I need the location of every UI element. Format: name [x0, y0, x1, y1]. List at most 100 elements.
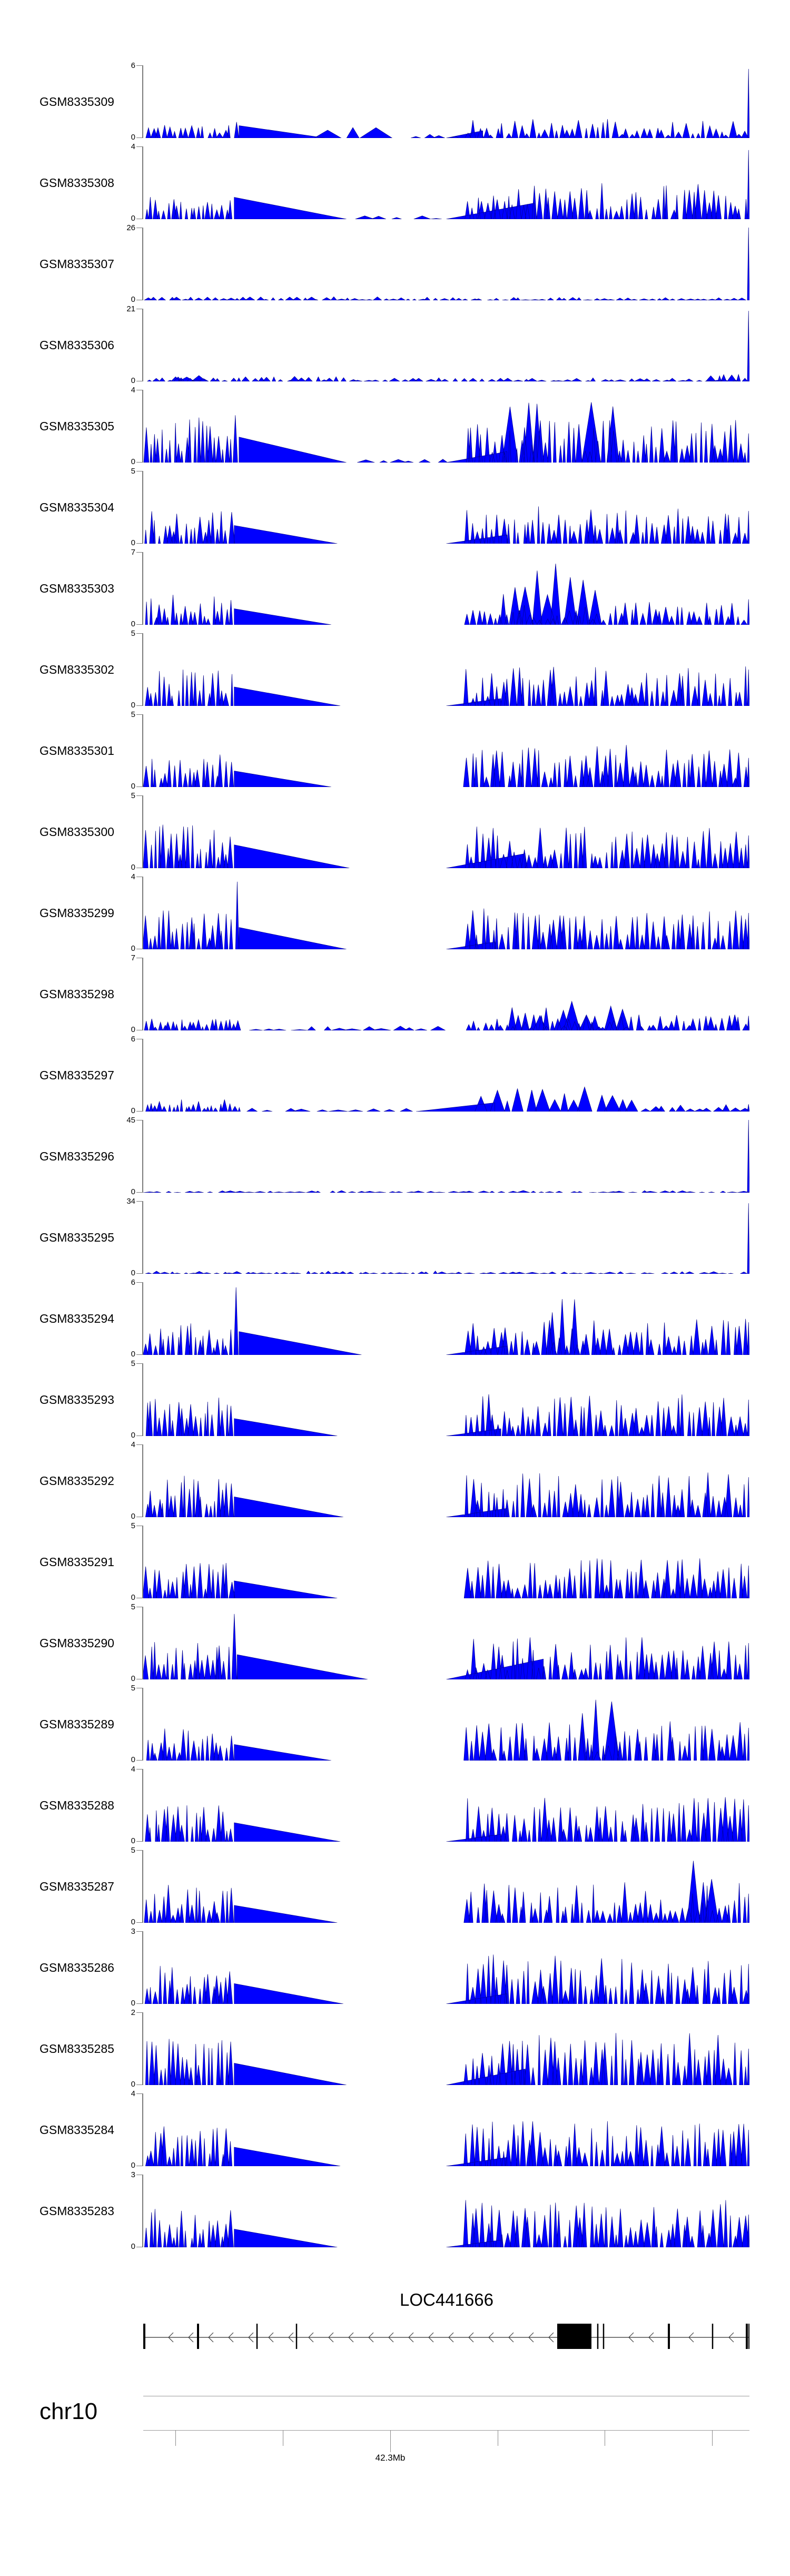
y-axis-bottom-tick: [136, 137, 143, 139]
y-axis-bottom-tick: [136, 1273, 143, 1274]
coverage-data: [145, 1086, 749, 1112]
coverage-data: [143, 824, 749, 868]
coverage-data: [146, 1699, 749, 1761]
y-axis-bottom-tick: [136, 705, 143, 706]
y-axis-max-label: 2: [131, 2008, 135, 2017]
y-axis-zero-label: 0: [131, 2161, 135, 2170]
ruler-minor-tick: [175, 2430, 176, 2446]
y-axis-zero-label: 0: [131, 1593, 135, 1602]
track-label: GSM8335293: [39, 1393, 114, 1407]
cds-exon-box: [557, 2324, 591, 2349]
exon-bar-thick: [197, 2324, 199, 2349]
y-axis-top-tick: [136, 1282, 143, 1283]
y-axis-max-label: 5: [131, 1602, 135, 1611]
y-axis-zero-label: 0: [131, 1674, 135, 1683]
strand-arrow-left-icon: [248, 2332, 254, 2343]
track-label: GSM8335302: [39, 663, 114, 676]
coverage-polygon: [143, 1614, 749, 1679]
coverage-polygon: [145, 1394, 749, 1436]
ruler-minor-tick: [712, 2430, 713, 2446]
track-label: GSM8335295: [39, 1231, 114, 1244]
y-axis-top-tick: [136, 65, 143, 66]
y-axis-line: [142, 795, 143, 868]
y-axis-zero-label: 0: [131, 2242, 135, 2251]
strand-arrow-left-icon: [368, 2332, 374, 2343]
exon-bar-thick: [143, 2324, 145, 2349]
y-axis-zero-label: 0: [131, 1187, 135, 1196]
y-axis-top-tick: [136, 1931, 143, 1932]
y-axis-max-label: 6: [131, 61, 135, 70]
y-axis-zero-label: 0: [131, 620, 135, 628]
coverage-polygon: [143, 228, 749, 300]
coverage-polygon: [143, 881, 749, 949]
track-label: GSM8335307: [39, 257, 114, 271]
track-label: GSM8335290: [39, 1636, 114, 1650]
y-axis-line: [142, 390, 143, 463]
coverage-polygon: [145, 666, 749, 706]
y-axis-line: [142, 146, 143, 219]
ruler-bottom-line: [143, 2430, 749, 2431]
coverage-polygon: [145, 150, 749, 219]
coverage-data: [145, 666, 749, 706]
y-axis-line: [142, 2175, 143, 2247]
y-axis-zero-label: 0: [131, 1431, 135, 1440]
position-label: 42.3Mb: [375, 2453, 406, 2463]
strand-arrow-left-icon: [308, 2332, 314, 2343]
strand-arrow-left-icon: [548, 2332, 554, 2343]
strand-arrow-left-icon: [328, 2332, 334, 2343]
coverage-data: [144, 2200, 749, 2247]
coverage-polygon: [144, 1954, 749, 2004]
strand-arrow-left-icon: [468, 2332, 474, 2343]
y-axis-line: [142, 958, 143, 1030]
strand-arrow-left-icon: [628, 2332, 634, 2343]
strand-arrow-left-icon: [448, 2332, 454, 2343]
coverage-data: [143, 1120, 749, 1193]
exon-bar-thick: [748, 2324, 749, 2349]
coverage-data: [145, 1394, 749, 1436]
coverage-data: [143, 402, 749, 463]
gene-title: LOC441666: [400, 2290, 493, 2309]
y-axis-max-label: 5: [131, 1846, 135, 1855]
y-axis-zero-label: 0: [131, 701, 135, 710]
y-axis-line: [142, 471, 143, 544]
exon-bar: [295, 2324, 298, 2349]
coverage-data: [145, 563, 749, 625]
y-axis-line: [142, 1120, 143, 1193]
track-label: GSM8335298: [39, 987, 114, 1001]
exon-bar: [712, 2324, 714, 2349]
y-axis-bottom-tick: [136, 1841, 143, 1842]
y-axis-line: [142, 309, 143, 381]
coverage-data: [145, 2033, 749, 2085]
y-axis-zero-label: 0: [131, 1025, 135, 1034]
y-axis-top-tick: [136, 633, 143, 634]
coverage-data: [143, 745, 749, 787]
track-label: GSM8335297: [39, 1068, 114, 1082]
track-label: GSM8335283: [39, 2204, 114, 2218]
coverage-data: [145, 2121, 749, 2166]
track-label: GSM8335284: [39, 2123, 114, 2137]
coverage-data: [143, 1614, 749, 1679]
y-axis-line: [142, 1201, 143, 1274]
exon-bar: [597, 2324, 599, 2349]
y-axis-bottom-tick: [136, 786, 143, 788]
y-axis-zero-label: 0: [131, 457, 135, 466]
y-axis-line: [142, 1363, 143, 1436]
y-axis-max-label: 4: [131, 872, 135, 881]
y-axis-line: [142, 65, 143, 138]
track-label: GSM8335292: [39, 1474, 114, 1488]
y-axis-line: [142, 2012, 143, 2085]
y-axis-top-tick: [136, 552, 143, 553]
strand-arrow-left-icon: [268, 2332, 274, 2343]
coverage-data: [145, 1472, 749, 1517]
y-axis-line: [142, 2093, 143, 2166]
y-axis-zero-label: 0: [131, 295, 135, 304]
y-axis-bottom-tick: [136, 462, 143, 463]
y-axis-max-label: 3: [131, 1927, 135, 1936]
ruler-major-tick: [390, 2430, 391, 2452]
strand-arrow-left-icon: [508, 2332, 514, 2343]
coverage-data: [143, 881, 749, 949]
coverage-polygon: [143, 1558, 749, 1598]
coverage-data: [145, 150, 749, 219]
track-label: GSM8335299: [39, 906, 114, 920]
y-axis-top-tick: [136, 1201, 143, 1202]
